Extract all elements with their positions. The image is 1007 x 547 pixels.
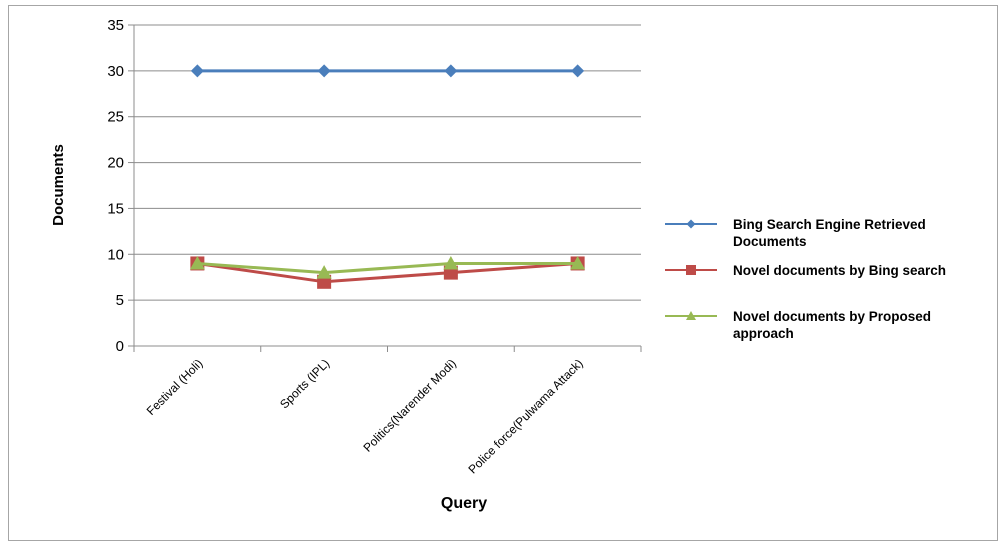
x-tick-label: Sports (IPL): [277, 356, 332, 411]
legend-label: Documents: [733, 234, 807, 249]
data-point: [570, 255, 586, 270]
data-point: [190, 64, 204, 78]
y-tick-label: 5: [116, 292, 124, 309]
y-tick-label: 35: [107, 17, 124, 34]
y-tick-label: 0: [116, 338, 124, 355]
legend-marker: [686, 219, 696, 229]
data-point: [316, 265, 332, 279]
legend-label: approach: [733, 326, 794, 341]
data-point: [444, 64, 458, 78]
y-tick-label: 30: [107, 63, 124, 80]
chart-frame: [8, 5, 998, 541]
data-point: [571, 64, 585, 78]
y-tick-label: 10: [107, 246, 124, 263]
y-tick-label: 15: [107, 200, 124, 217]
legend-marker: [686, 265, 696, 275]
series-line: [197, 261, 578, 284]
x-axis-title: Query: [441, 495, 487, 512]
legend-label: Novel documents by Bing search: [733, 263, 946, 278]
data-point: [317, 64, 331, 78]
x-tick-label: Politics(Narender Modi): [360, 356, 459, 455]
x-tick-label: Police force(Pulwama Attack): [465, 356, 585, 476]
legend-label: Novel documents by Proposed: [733, 309, 931, 324]
data-point: [443, 255, 459, 270]
y-tick-label: 25: [107, 109, 124, 126]
data-point: [189, 255, 205, 270]
legend-marker: [686, 311, 696, 320]
series-line: [197, 261, 578, 275]
y-tick-label: 20: [107, 155, 124, 172]
x-tick-label: Festival (Holi): [144, 356, 206, 418]
y-axis-title: Documents: [50, 144, 67, 226]
legend-label: Bing Search Engine Retrieved: [733, 217, 926, 232]
